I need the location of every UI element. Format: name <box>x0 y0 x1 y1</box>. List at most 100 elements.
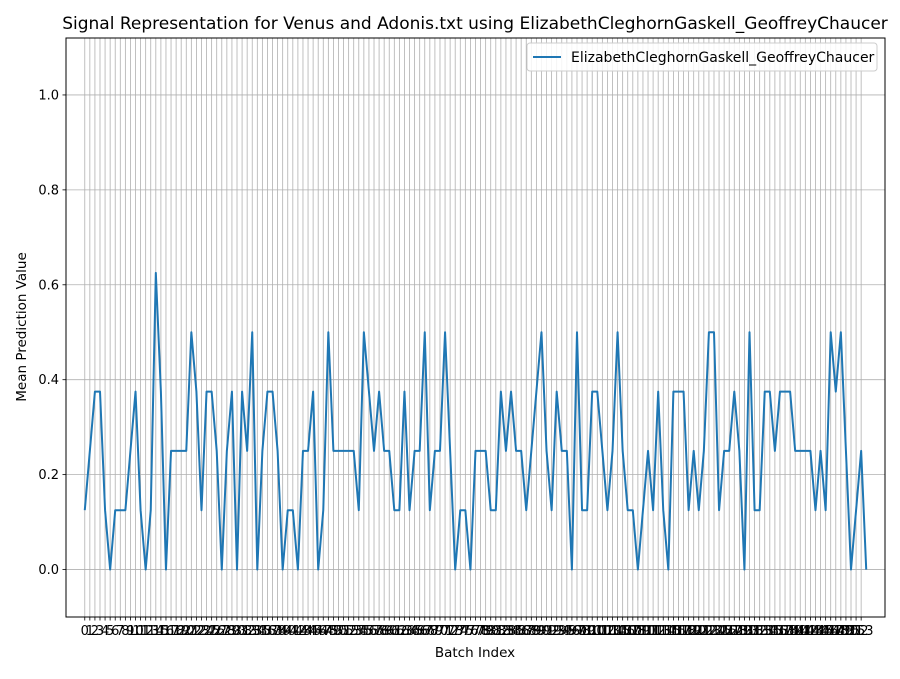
x-tick-label: 39 <box>274 624 291 639</box>
x-tick-label: 5 <box>106 624 114 639</box>
data-point <box>637 568 639 570</box>
x-tick-label: 122 <box>691 624 716 639</box>
x-tick-label: 26 <box>208 624 225 639</box>
legend-label: ElizabethCleghornGaskell_GeoffreyChaucer <box>571 50 875 66</box>
data-point <box>535 390 537 392</box>
data-point <box>687 509 689 511</box>
data-point <box>561 450 563 452</box>
data-point <box>490 509 492 511</box>
x-tick-label: 118 <box>671 624 696 639</box>
x-tick-label: 21 <box>183 624 200 639</box>
data-point <box>403 390 405 392</box>
data-point <box>611 450 613 452</box>
x-tick-label: 20 <box>178 624 195 639</box>
x-tick-label: 127 <box>717 624 742 639</box>
x-tick-label: 100 <box>580 624 605 639</box>
data-point <box>804 450 806 452</box>
data-point <box>840 331 842 333</box>
x-tick-label: 93 <box>548 624 565 639</box>
data-point <box>769 390 771 392</box>
data-point <box>347 450 349 452</box>
data-point <box>292 509 294 511</box>
data-point <box>297 568 299 570</box>
data-point <box>332 450 334 452</box>
data-point <box>505 450 507 452</box>
x-tick-label: 86 <box>513 624 530 639</box>
data-point <box>596 390 598 392</box>
x-tick-label: 153 <box>849 624 874 639</box>
data-point <box>672 390 674 392</box>
data-point <box>540 331 542 333</box>
x-tick-label: 16 <box>158 624 175 639</box>
data-point <box>449 450 451 452</box>
data-point <box>824 509 826 511</box>
data-point <box>200 509 202 511</box>
x-tick-label: 50 <box>330 624 347 639</box>
x-tick-label: 113 <box>646 624 671 639</box>
data-point <box>434 450 436 452</box>
x-tick-label: 92 <box>543 624 560 639</box>
x-tick-label: 57 <box>366 624 383 639</box>
x-tick-label: 146 <box>813 624 838 639</box>
data-point <box>764 390 766 392</box>
x-tick-label: 71 <box>437 624 454 639</box>
data-point <box>261 450 263 452</box>
data-point <box>779 390 781 392</box>
x-tick-label: 139 <box>778 624 803 639</box>
x-tick-label: 52 <box>340 624 357 639</box>
x-tick-label: 66 <box>411 624 428 639</box>
x-tick-label: 59 <box>376 624 393 639</box>
data-point <box>718 509 720 511</box>
series-layer <box>83 271 868 571</box>
data-point <box>226 450 228 452</box>
x-tick-label: 121 <box>686 624 711 639</box>
x-tick-label: 67 <box>416 624 433 639</box>
x-tick-label: 134 <box>752 624 777 639</box>
data-point <box>555 390 557 392</box>
data-point <box>114 509 116 511</box>
x-tick-label: 48 <box>320 624 337 639</box>
data-point <box>155 272 157 274</box>
x-tick-label: 116 <box>661 624 686 639</box>
data-point <box>677 390 679 392</box>
x-tick-label: 12 <box>137 624 154 639</box>
data-point <box>835 390 837 392</box>
data-point <box>667 568 669 570</box>
x-tick-label: 136 <box>762 624 787 639</box>
data-point <box>424 331 426 333</box>
y-tick-label: 0.8 <box>38 183 59 198</box>
data-point <box>266 390 268 392</box>
data-point <box>413 450 415 452</box>
x-tick-label: 2 <box>91 624 99 639</box>
data-point <box>484 450 486 452</box>
x-tick-label: 149 <box>828 624 853 639</box>
x-tick-label: 151 <box>839 624 864 639</box>
data-point <box>205 390 207 392</box>
x-tick-label: 81 <box>488 624 505 639</box>
x-tick-label: 104 <box>600 624 625 639</box>
data-point <box>510 390 512 392</box>
x-tick-label: 4 <box>101 624 109 639</box>
x-tick-label: 135 <box>757 624 782 639</box>
x-tick-label: 152 <box>844 624 869 639</box>
data-point <box>682 390 684 392</box>
x-tick-label: 76 <box>462 624 479 639</box>
x-tick-label: 56 <box>361 624 378 639</box>
x-tick-label: 85 <box>508 624 525 639</box>
data-point <box>307 450 309 452</box>
x-tick-label: 44 <box>300 624 317 639</box>
x-tick-label: 68 <box>422 624 439 639</box>
data-point <box>520 450 522 452</box>
x-tick-label: 128 <box>722 624 747 639</box>
x-axis-label: Batch Index <box>435 645 515 661</box>
x-tick-label: 91 <box>538 624 555 639</box>
data-point <box>586 509 588 511</box>
data-point <box>738 450 740 452</box>
data-point <box>276 450 278 452</box>
x-tick-label: 58 <box>371 624 388 639</box>
data-point <box>393 509 395 511</box>
x-tick-label: 105 <box>605 624 630 639</box>
series-line <box>83 271 868 571</box>
